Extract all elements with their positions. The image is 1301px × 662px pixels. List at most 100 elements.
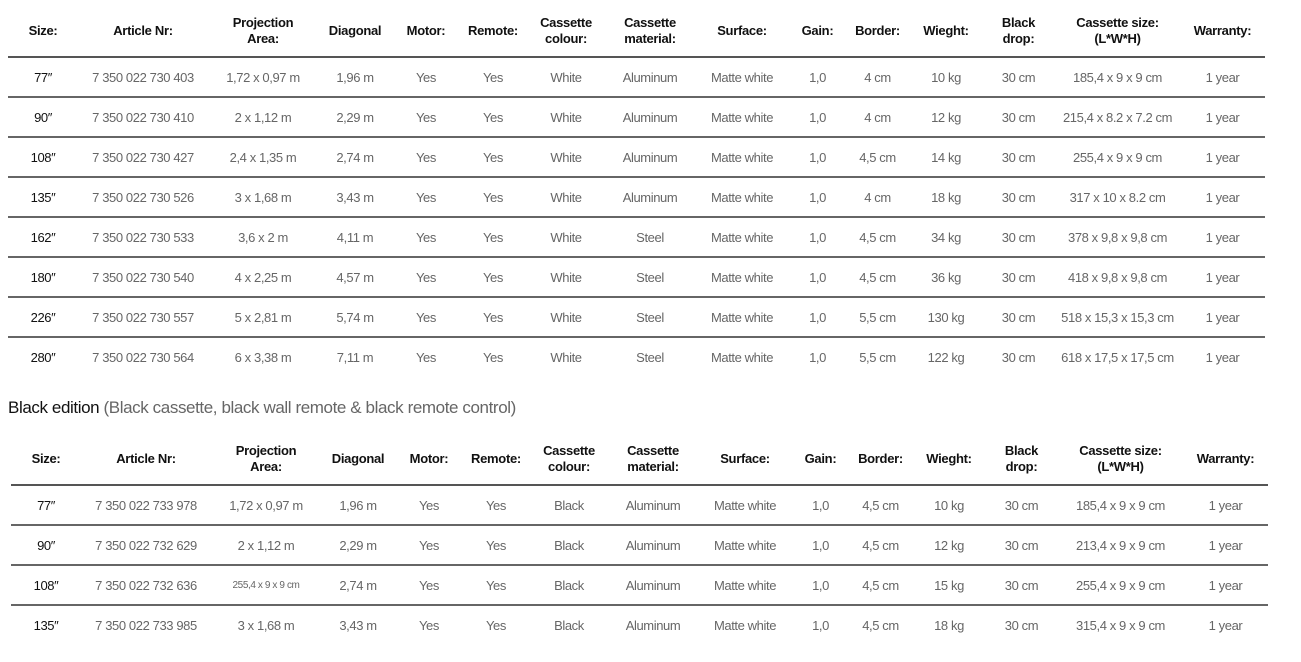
cell-diagonal: 7,11 m [336, 349, 374, 365]
cell-article-nr: 7 350 022 730 533 [78, 217, 208, 258]
cell-remote: Yes [460, 297, 526, 338]
header-surface: Surface: [694, 6, 790, 58]
cell-article-nr: 7 350 022 730 427 [78, 137, 208, 178]
cell-weight: 12 kg [910, 97, 982, 138]
cell-black-drop: 30 cm [982, 177, 1055, 218]
header-projection-area: Projection Area: [211, 434, 321, 486]
cell-border: 4,5 cm [845, 257, 910, 298]
cell-weight: 36 kg [910, 257, 982, 298]
header-cassette-material: Cassette material: [609, 434, 697, 486]
cell-diagonal: 2,29 m [318, 97, 392, 138]
header-warranty: Warranty: [1183, 434, 1268, 486]
cell-size: 77″ [8, 57, 78, 98]
cell-diagonal: 2,29 m [321, 525, 395, 566]
cell-cassette-material: Steel [636, 349, 664, 365]
cell-diagonal: 3,43 m [318, 177, 392, 218]
header-size: Size: [8, 6, 78, 58]
cell-border: 4,5 cm [848, 485, 913, 526]
cell-cassette-material: Steel [606, 257, 694, 298]
cell-motor: Yes [415, 349, 436, 365]
cell-surface: Matte white [697, 525, 793, 566]
cell-remote: Yes [460, 257, 526, 298]
cell-warranty: 1 year [1180, 177, 1265, 218]
cell-size: 77″ [11, 485, 81, 526]
cell-cassette-colour: White [526, 177, 606, 218]
cell-border: 4 cm [845, 57, 910, 98]
cell-warranty: 1 year [1180, 97, 1265, 138]
cell-article-nr: 7 350 022 730 410 [78, 97, 208, 138]
cell-article-nr: 7 350 022 732 636 [81, 565, 211, 606]
header-border: Border: [845, 6, 910, 58]
cell-cassette-size: 213,4 x 9 x 9 cm [1058, 525, 1183, 566]
cell-motor: Yes [395, 525, 463, 566]
cell-cassette-colour: Black [529, 565, 609, 606]
cell-warranty: 1 year [1183, 525, 1268, 566]
cell-cassette-colour: White [526, 297, 606, 338]
cell-warranty: 1 year [1180, 217, 1265, 258]
cell-gain: 1,0 [809, 349, 826, 365]
cell-gain: 1,0 [790, 97, 845, 138]
table-row: 90″ 7 350 022 732 629 2 x 1,12 m 2,29 m Yes Y… [11, 525, 1268, 566]
cell-gain: 1,0 [812, 617, 829, 633]
cell-surface: Matte white [694, 297, 790, 338]
cell-diagonal: 2,74 m [318, 137, 392, 178]
cell-black-drop: 30 cm [982, 97, 1055, 138]
cell-article-nr: 7 350 022 733 985 [95, 617, 197, 633]
cell-black-drop: 30 cm [985, 485, 1058, 526]
cell-diagonal: 2,74 m [321, 565, 395, 606]
cell-projection-area: 2 x 1,12 m [208, 97, 318, 138]
table-row: 135″ 7 350 022 730 526 3 x 1,68 m 3,43 m Yes… [8, 177, 1265, 218]
cell-gain: 1,0 [793, 565, 848, 606]
cell-projection-area: 3 x 1,68 m [208, 177, 318, 218]
cell-size: 226″ [8, 297, 78, 338]
cell-gain: 1,0 [790, 257, 845, 298]
cell-warranty: 1 year [1180, 297, 1265, 338]
header-projection-area: Projection Area: [208, 6, 318, 58]
cell-black-drop: 30 cm [982, 217, 1055, 258]
cell-diagonal: 4,57 m [318, 257, 392, 298]
header-cassette-size: Cassette size: (L*W*H) [1058, 434, 1183, 486]
cell-black-drop: 30 cm [982, 57, 1055, 98]
cell-warranty: 1 year [1205, 349, 1240, 365]
cell-cassette-material: Aluminum [606, 97, 694, 138]
header-warranty: Warranty: [1180, 6, 1265, 58]
header-border: Border: [848, 434, 913, 486]
cell-gain: 1,0 [790, 177, 845, 218]
cell-motor: Yes [392, 97, 460, 138]
cell-motor: Yes [395, 565, 463, 606]
cell-cassette-material: Aluminum [625, 617, 681, 633]
cell-motor: Yes [392, 137, 460, 178]
cell-warranty: 1 year [1183, 485, 1268, 526]
cell-cassette-size: 255,4 x 9 x 9 cm [1055, 137, 1180, 178]
cell-size: 90″ [11, 525, 81, 566]
table-row: 226″ 7 350 022 730 557 5 x 2,81 m 5,74 m Yes… [8, 297, 1265, 338]
header-row: Size: Article Nr: Projection Area: Diagonal… [8, 6, 1265, 58]
cell-border: 5,5 cm [859, 349, 896, 365]
cell-remote: Yes [460, 97, 526, 138]
cell-projection-area: 3,6 x 2 m [208, 217, 318, 258]
cell-gain: 1,0 [793, 525, 848, 566]
header-weight: Wieght: [913, 434, 985, 486]
specs-table-standard: Size: Article Nr: Projection Area: Diagonal… [8, 6, 1265, 376]
cell-size: 180″ [8, 257, 78, 298]
cell-projection-area: 255,4 x 9 x 9 cm [211, 565, 321, 606]
cell-projection-area: 5 x 2,81 m [208, 297, 318, 338]
cell-border: 4,5 cm [848, 525, 913, 566]
cell-diagonal: 4,11 m [318, 217, 392, 258]
cell-article-nr: 7 350 022 730 540 [78, 257, 208, 298]
cell-size: 108″ [11, 565, 81, 606]
cell-gain: 1,0 [790, 57, 845, 98]
cell-cassette-size: 618 x 17,5 x 17,5 cm [1061, 349, 1174, 365]
cell-black-drop: 30 cm [985, 525, 1058, 566]
cell-cassette-material: Aluminum [609, 525, 697, 566]
cell-cassette-material: Aluminum [609, 485, 697, 526]
cell-article-nr: 7 350 022 730 557 [78, 297, 208, 338]
cell-remote: Yes [482, 349, 503, 365]
cell-cassette-size: 255,4 x 9 x 9 cm [1058, 565, 1183, 606]
cell-weight: 130 kg [910, 297, 982, 338]
cell-surface: Matte white [694, 97, 790, 138]
cell-warranty: 1 year [1180, 137, 1265, 178]
cell-remote: Yes [463, 565, 529, 606]
cell-size: 135″ [33, 617, 59, 633]
